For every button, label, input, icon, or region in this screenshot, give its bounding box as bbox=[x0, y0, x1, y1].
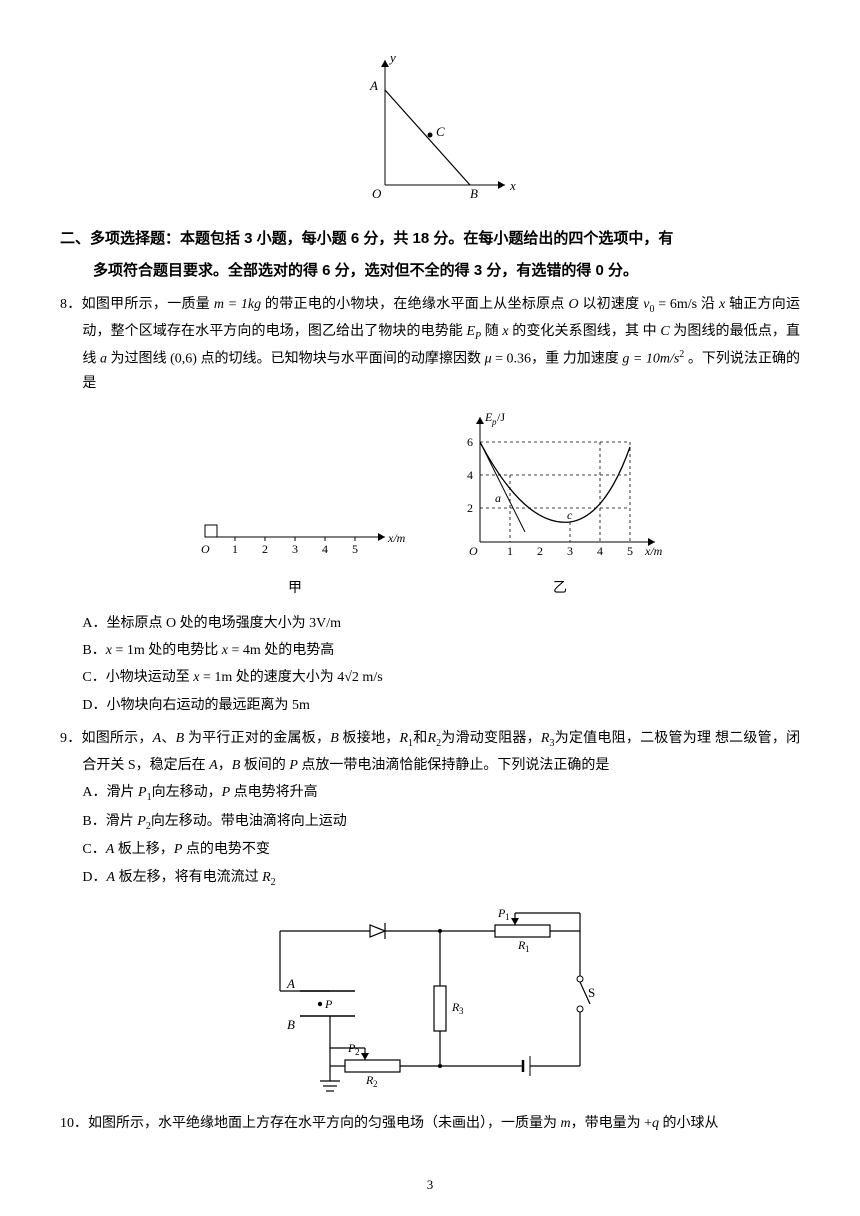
q8-figures: O 1 2 3 4 5 x/m 甲 bbox=[60, 407, 800, 601]
svg-text:1: 1 bbox=[507, 544, 513, 558]
svg-text:A: A bbox=[286, 976, 295, 991]
svg-text:1: 1 bbox=[505, 912, 510, 922]
svg-text:P: P bbox=[324, 997, 333, 1011]
q9-opt-a: A．滑片 P1向左移动，P 点电势将升高 bbox=[60, 780, 800, 807]
q8-opt-a: A．坐标原点 O 处的电场强度大小为 3V/m bbox=[60, 611, 800, 636]
svg-text:1: 1 bbox=[232, 542, 238, 556]
q8-opt-d: D．小物块向右运动的最远距离为 5m bbox=[60, 693, 800, 718]
figure-oab: x y A B C O bbox=[60, 50, 800, 210]
q8-opt-b: B．x = 1m 处的电势比 x = 4m 处的电势高 bbox=[60, 638, 800, 663]
svg-text:1: 1 bbox=[525, 944, 530, 954]
svg-text:x/m: x/m bbox=[387, 531, 405, 545]
question-10: 10．如图所示，水平绝缘地面上方存在水平方向的匀强电场（未画出），一质量为 m，… bbox=[60, 1111, 800, 1136]
q9-opt-c: C．A 板上移，P 点的电势不变 bbox=[60, 837, 800, 862]
q9-opt-d: D．A 板左移，将有电流流过 R2 bbox=[60, 865, 800, 892]
svg-text:2: 2 bbox=[537, 544, 543, 558]
svg-text:A: A bbox=[369, 78, 378, 93]
svg-text:6: 6 bbox=[467, 435, 473, 449]
q9-opt-b: B．滑片 P2向左移动。带电油滴将向上运动 bbox=[60, 809, 800, 836]
svg-text:y: y bbox=[388, 50, 396, 65]
section-2-header: 二、多项选择题：本题包括 3 小题，每小题 6 分，共 18 分。在每小题给出的… bbox=[60, 225, 800, 252]
svg-text:O: O bbox=[372, 186, 382, 201]
svg-text:2: 2 bbox=[467, 501, 473, 515]
q9-circuit: A B P R 1 P 1 R 2 P 2 R 3 S bbox=[60, 901, 800, 1101]
svg-text:4: 4 bbox=[322, 542, 328, 556]
svg-text:O: O bbox=[469, 544, 478, 558]
svg-text:x: x bbox=[509, 178, 516, 193]
svg-text:/J: /J bbox=[497, 410, 505, 424]
svg-text:2: 2 bbox=[355, 1047, 360, 1057]
triangle-diagram: x y A B C O bbox=[330, 50, 530, 210]
svg-text:3: 3 bbox=[459, 1006, 464, 1016]
svg-text:4: 4 bbox=[467, 468, 473, 482]
svg-text:2: 2 bbox=[262, 542, 268, 556]
circuit-diagram: A B P R 1 P 1 R 2 P 2 R 3 S bbox=[240, 901, 620, 1101]
svg-text:a: a bbox=[495, 491, 501, 505]
question-8: 8．如图甲所示，一质量 m = 1kg 的带正电的小物块，在绝缘水平面上从坐标原… bbox=[60, 292, 800, 397]
svg-text:B: B bbox=[470, 186, 478, 201]
svg-text:4: 4 bbox=[597, 544, 603, 558]
svg-text:B: B bbox=[287, 1017, 295, 1032]
svg-text:3: 3 bbox=[567, 544, 573, 558]
q8-opt-c: C．小物块运动至 x = 1m 处的速度大小为 4√2 m/s bbox=[60, 665, 800, 690]
question-9: 9．如图所示，A、B 为平行正对的金属板，B 板接地，R1和R2为滑动变阻器，R… bbox=[60, 726, 800, 778]
svg-text:O: O bbox=[201, 542, 210, 556]
svg-text:C: C bbox=[436, 124, 445, 139]
section-2-sub: 多项符合题目要求。全部选对的得 6 分，选对但不全的得 3 分，有选错的得 0 … bbox=[60, 257, 800, 284]
svg-text:5: 5 bbox=[352, 542, 358, 556]
chart-jia: O 1 2 3 4 5 x/m 甲 bbox=[185, 507, 405, 601]
svg-text:x/m: x/m bbox=[644, 544, 663, 558]
page-number: 3 bbox=[0, 1173, 860, 1196]
svg-text:c: c bbox=[567, 508, 573, 522]
svg-text:S: S bbox=[588, 985, 595, 1000]
svg-text:5: 5 bbox=[627, 544, 633, 558]
chart-yi: 2 4 6 O 1 2 3 4 5 x/m E p /J a c 乙 bbox=[445, 407, 675, 601]
svg-text:3: 3 bbox=[292, 542, 298, 556]
svg-text:2: 2 bbox=[373, 1079, 378, 1089]
